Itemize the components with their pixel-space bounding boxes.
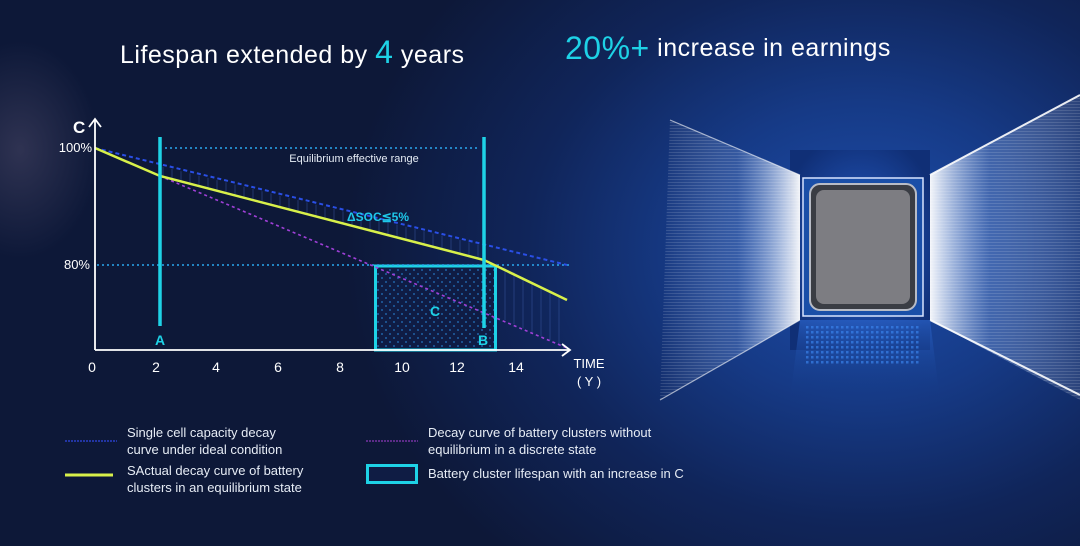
legend-swatch-equilibrium — [65, 473, 113, 477]
x-axis-label-line2: ( Y ) — [577, 374, 601, 389]
legend-text-region-c: Battery cluster lifespan with an increas… — [428, 465, 748, 482]
headline-lifespan-suffix: years — [393, 41, 465, 69]
legend-discrete-line2: equilibrium in a discrete state — [428, 442, 597, 457]
x-tick-0: 0 — [88, 359, 96, 375]
x-tick-2: 2 — [152, 359, 160, 375]
region-c-label: C — [430, 303, 440, 319]
legend-text-ideal: Single cell capacity decay curve under i… — [127, 424, 387, 458]
legend-text-discrete: Decay curve of battery clusters without … — [428, 424, 728, 458]
y-axis-label: C — [73, 118, 85, 137]
range-label: Equilibrium effective range — [289, 153, 418, 165]
legend-discrete-line1: Decay curve of battery clusters without — [428, 425, 652, 440]
y-tick-80: 80% — [64, 257, 90, 272]
x-tick-10: 10 — [394, 359, 410, 375]
delta-soc-label: ΔSOC≦5% — [347, 210, 409, 224]
y-axis-arrow-icon — [88, 117, 102, 128]
headline-lifespan: Lifespan extended by 4 years — [120, 34, 465, 71]
legend-equilibrium-line1: SActual decay curve of battery — [127, 463, 304, 478]
headline-earnings-value: 20%+ — [565, 30, 650, 66]
legend-ideal-line1: Single cell capacity decay — [127, 425, 276, 440]
headline: Lifespan extended by 4 years 20%+ increa… — [0, 28, 1040, 78]
discrete-decay-line — [159, 175, 568, 349]
x-axis-arrow-icon — [561, 343, 572, 357]
marker-a-label: A — [155, 332, 165, 348]
y-tick-100: 100% — [59, 140, 93, 155]
legend-ideal-line2: curve under ideal condition — [127, 442, 283, 457]
background-glow — [0, 40, 100, 260]
marker-b-label: B — [478, 332, 488, 348]
headline-lifespan-prefix: Lifespan extended by — [120, 41, 376, 69]
x-tick-6: 6 — [274, 359, 282, 375]
equilibrium-decay-line — [94, 146, 568, 302]
legend-swatch-discrete — [366, 440, 418, 442]
chip-die — [816, 190, 910, 304]
x-axis-label-line1: TIME — [573, 356, 604, 371]
legend-swatch-ideal — [65, 440, 117, 442]
headline-earnings-suffix: increase in earnings — [649, 34, 891, 62]
region-c-dots — [375, 266, 496, 350]
decay-chart: C 100% 80% 0 2 4 6 8 10 12 14 TIME ( Y )… — [59, 117, 605, 389]
headline-earnings: 20%+ increase in earnings — [565, 30, 891, 67]
x-tick-4: 4 — [212, 359, 220, 375]
chip-illustration — [659, 94, 1080, 401]
legend-equilibrium-line2: clusters in an equilibrium state — [127, 480, 302, 495]
legend-region-c-line1: Battery cluster lifespan with an increas… — [428, 466, 684, 481]
x-tick-8: 8 — [336, 359, 344, 375]
headline-lifespan-value: 4 — [375, 34, 394, 70]
legend-text-equilibrium: SActual decay curve of battery clusters … — [127, 462, 387, 496]
legend-swatch-region-c — [366, 464, 418, 484]
x-tick-12: 12 — [449, 359, 465, 375]
chip-reflection — [805, 325, 920, 365]
x-tick-14: 14 — [508, 359, 524, 375]
